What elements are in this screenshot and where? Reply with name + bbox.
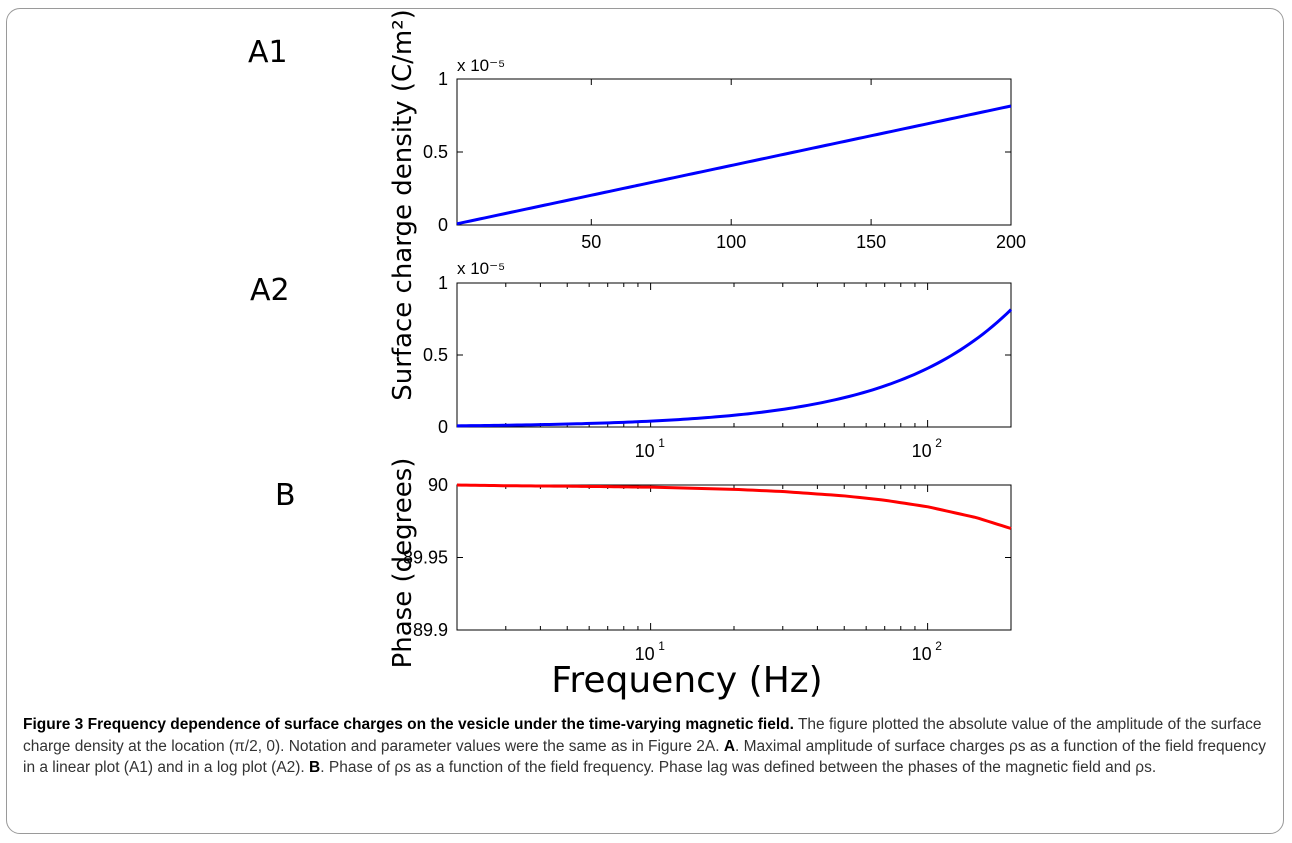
- xtick-label-a1-2: 150: [856, 232, 886, 252]
- panel-label-b: B: [275, 478, 296, 513]
- multiplier-a1: x 10⁻⁵: [457, 56, 505, 75]
- figure-frame: [6, 8, 1284, 834]
- ytick-label-a2-0: 0: [438, 417, 448, 437]
- ytick-label-a2-2: 1: [438, 273, 448, 293]
- caption-line1: The figure plotted the absolute value of…: [23, 716, 1262, 755]
- caption-b-bold: B: [309, 759, 321, 776]
- ytick-label-a2-1: 0.5: [423, 345, 448, 365]
- xtick-label-exp-b-1: 2: [935, 639, 942, 653]
- ylabel-phase: Phase (degrees): [388, 458, 418, 669]
- ytick-label-b-2: 90: [428, 475, 448, 495]
- axes-box-a2: [456, 282, 1012, 428]
- xtick-label-a1-0: 50: [581, 232, 601, 252]
- figure-plot-area: A1 A2 B Surface charge density (C/m²) Ph…: [248, 9, 1026, 701]
- xtick-label-a2-0: 10: [635, 441, 655, 461]
- ytick-label-a1-2: 1: [438, 69, 448, 89]
- caption-b-text: . Phase of ρs as a function of the field…: [320, 759, 1157, 776]
- ylabel-surface-charge: Surface charge density (C/m²): [388, 9, 418, 401]
- caption-a-text: . Maximal amplitude of surface charges ρ…: [23, 737, 1266, 777]
- panel-label-a1: A1: [248, 35, 288, 70]
- series-line-a2: [456, 308, 1013, 428]
- xtick-label-a2-1: 10: [912, 441, 932, 461]
- ytick-label-a1-1: 0.5: [423, 142, 448, 162]
- xtick-label-exp-a2-0: 1: [658, 436, 665, 450]
- ytick-label-a1-0: 0: [438, 215, 448, 235]
- xtick-label-b-0: 10: [635, 644, 655, 664]
- xtick-label-exp-a2-1: 2: [935, 436, 942, 450]
- caption-a-bold: A: [723, 737, 736, 755]
- caption-title: Figure 3 Frequency dependence of surface…: [23, 716, 794, 733]
- xtick-label-exp-b-0: 1: [658, 639, 665, 653]
- xtick-label-a1-1: 100: [716, 232, 746, 252]
- ytick-label-b-0: 89.9: [413, 620, 448, 640]
- series-line-a1: [456, 104, 1012, 226]
- series-line-b: [456, 483, 1012, 530]
- multiplier-a2: x 10⁻⁵: [457, 259, 505, 278]
- xlabel-frequency: Frequency (Hz): [551, 660, 822, 701]
- panel-label-a2: A2: [250, 273, 290, 308]
- figure-caption: Figure 3 Frequency dependence of surface…: [23, 714, 1273, 779]
- xtick-label-a1-3: 200: [996, 232, 1026, 252]
- xtick-label-b-1: 10: [912, 644, 932, 664]
- axes-box-a1: [456, 78, 1012, 226]
- ytick-label-b-1: 89.95: [403, 548, 448, 568]
